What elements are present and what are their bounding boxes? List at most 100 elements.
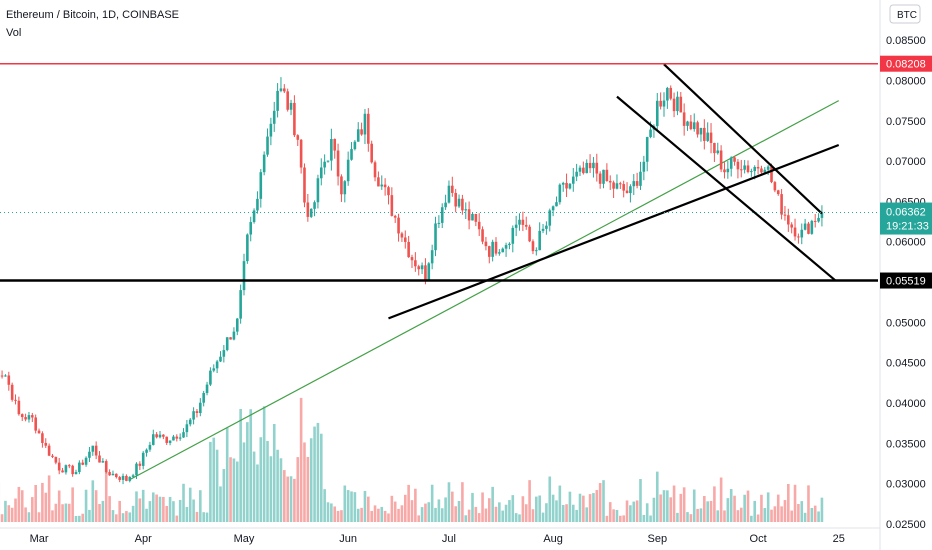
candle-body	[793, 227, 797, 237]
channel-upper-line[interactable]	[663, 63, 823, 215]
volume-bar	[424, 503, 427, 522]
volume-bar	[363, 490, 367, 522]
volume-bar	[222, 469, 226, 522]
candle-body	[481, 229, 484, 242]
volume-bar	[98, 503, 101, 522]
volume-bar	[766, 492, 770, 522]
black-uptrend-line[interactable]	[388, 143, 840, 320]
support-tag-bg	[880, 272, 932, 289]
volume-bar	[457, 500, 461, 522]
volume-bar	[672, 485, 676, 522]
volume-bar	[215, 449, 219, 522]
volume-bar	[625, 500, 629, 522]
volume-bar	[377, 508, 380, 522]
volume-bar	[655, 471, 659, 522]
candle-body	[410, 257, 414, 261]
candle-body	[330, 139, 333, 161]
candle-body	[790, 224, 793, 228]
candle-body	[739, 169, 743, 171]
candle-body	[178, 437, 182, 439]
volume-bar	[440, 508, 444, 522]
volume-bar	[192, 499, 195, 522]
candle-body	[373, 162, 377, 178]
candle-body	[303, 167, 306, 203]
x-tick-label: May	[234, 533, 255, 545]
candle-body	[813, 220, 817, 222]
y-tick-label: 0.08000	[886, 75, 926, 87]
volume-bar	[437, 499, 441, 522]
candle-body	[407, 241, 410, 258]
volume-bar	[74, 515, 78, 522]
volume-bar	[155, 494, 158, 522]
volume-bar	[739, 507, 743, 522]
candle-body	[524, 224, 528, 227]
volume-bar	[622, 515, 625, 522]
volume-bar	[272, 423, 276, 522]
candle-body	[44, 442, 48, 446]
volume-bar	[118, 500, 121, 522]
candle-body	[430, 250, 434, 264]
candle-body	[299, 139, 303, 168]
candle-body	[121, 475, 125, 480]
candle-body	[518, 219, 521, 225]
candle-body	[414, 260, 417, 267]
volume-bar	[259, 437, 263, 522]
candle-body	[605, 169, 609, 182]
candle-body	[474, 213, 478, 222]
channel-lower-line[interactable]	[616, 95, 837, 282]
volume-bar	[279, 458, 283, 522]
x-tick-label: Sep	[647, 533, 667, 545]
volume-bar	[605, 515, 609, 522]
volume-bar	[531, 509, 535, 522]
candle-body	[753, 166, 757, 172]
volume-bar	[4, 500, 7, 522]
candle-body	[232, 331, 236, 340]
volume-bar	[333, 506, 337, 522]
y-tick-label: 0.03000	[886, 479, 926, 491]
candle-body	[541, 228, 545, 231]
drawing-lines-layer	[0, 62, 878, 320]
candle-body	[168, 440, 172, 443]
volume-bar	[202, 512, 205, 522]
candle-body	[74, 472, 78, 475]
volume-bar	[7, 505, 11, 522]
volume-bar	[790, 510, 793, 522]
candle-body	[397, 217, 400, 234]
candle-body	[629, 186, 632, 194]
volume-bar	[773, 506, 777, 522]
candle-body	[655, 100, 659, 127]
volume-bar	[24, 507, 27, 522]
candle-body	[202, 392, 205, 403]
volume-bar	[104, 468, 108, 522]
x-tick-label: Mar	[30, 533, 49, 545]
candle-body	[229, 337, 232, 340]
volume-bar	[199, 490, 202, 522]
volume-bar	[296, 457, 300, 522]
candle-body	[125, 475, 128, 481]
candle-body	[713, 142, 716, 154]
candle-body	[743, 165, 746, 170]
chart-title: Ethereum / Bitcoin, 1D, COINBASE	[6, 9, 180, 21]
volume-bar	[125, 511, 128, 522]
volume-bar	[535, 496, 538, 522]
candle-body	[393, 215, 397, 218]
volume-bar	[262, 406, 266, 522]
candle-body	[588, 162, 592, 169]
volume-bar	[182, 483, 185, 522]
volume-bar	[84, 489, 88, 522]
volume-bar	[313, 426, 316, 522]
volume-bar	[491, 486, 494, 522]
volume-bar	[662, 490, 666, 522]
candle-body	[94, 445, 98, 456]
volume-bar	[797, 503, 800, 522]
volume-bar	[592, 493, 595, 522]
volume-bar	[225, 427, 229, 522]
volume-bar	[723, 510, 726, 522]
volume-bar	[336, 510, 340, 522]
volume-bar	[239, 408, 242, 522]
candle-body	[575, 171, 578, 177]
candle-body	[729, 157, 733, 169]
volume-bar	[121, 513, 125, 522]
volume-bar	[91, 480, 95, 522]
candle-body	[182, 432, 185, 438]
